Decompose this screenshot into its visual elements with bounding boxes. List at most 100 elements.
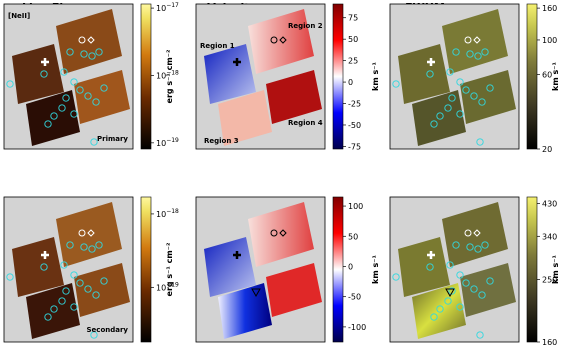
panel-label: Region 4: [288, 119, 323, 127]
map-tile: [460, 263, 516, 317]
source-marker: [444, 297, 452, 305]
source-marker: [70, 110, 78, 118]
colorbar: [526, 196, 538, 343]
cross-marker: [233, 58, 241, 66]
triangle-marker: [445, 288, 455, 298]
source-marker: [70, 303, 78, 311]
colorbar-label: km s⁻¹: [371, 255, 380, 284]
tick-exponent: −19: [166, 281, 179, 288]
circle-marker: [270, 229, 278, 237]
source-marker: [50, 305, 58, 313]
panel: Region 1 Region 2 Region 3 Region 4: [195, 3, 326, 150]
map-tile: [12, 237, 64, 297]
colorbar-label: km s⁻¹: [551, 255, 560, 284]
colorbar-tick-label: 100: [542, 36, 557, 45]
source-marker: [66, 241, 74, 249]
source-marker: [476, 138, 484, 146]
source-marker: [446, 68, 454, 76]
source-marker: [436, 305, 444, 313]
source-marker: [76, 279, 84, 287]
source-marker: [478, 291, 486, 299]
source-marker: [40, 70, 48, 78]
colorbar-tick-label: 10−18: [156, 208, 179, 219]
map-tile: [12, 44, 64, 104]
colorbar-tick-label: -50: [348, 293, 361, 302]
source-marker: [470, 285, 478, 293]
circle-marker: [78, 36, 86, 44]
source-marker: [44, 313, 52, 321]
panel-label: Region 3: [204, 137, 239, 145]
source-marker: [58, 297, 66, 305]
panel-label: Secondary: [87, 326, 129, 334]
colorbar-tick-label: 50: [348, 35, 358, 44]
source-marker: [474, 245, 482, 253]
panel: [389, 196, 520, 343]
colorbar-label: erg s⁻¹ cm⁻²: [165, 49, 174, 103]
source-marker: [60, 261, 68, 269]
tick-base: 10: [156, 71, 166, 80]
map-tile: [398, 44, 450, 104]
source-marker: [70, 271, 78, 279]
cross-marker: [427, 251, 435, 259]
colorbar-tick-label: -100: [348, 323, 366, 332]
panel-label: Primary: [97, 135, 128, 143]
colorbar-tick-label: 10−19: [156, 281, 179, 292]
colorbar-tick-label: 10−18: [156, 69, 179, 80]
tick-exponent: −17: [166, 2, 179, 9]
source-marker: [470, 92, 478, 100]
colorbar: [332, 3, 344, 150]
source-marker: [88, 245, 96, 253]
circle-marker: [464, 229, 472, 237]
source-marker: [462, 86, 470, 94]
source-marker: [84, 92, 92, 100]
source-marker: [452, 48, 460, 56]
source-marker: [90, 331, 98, 339]
colorbar-tick-label: 250: [542, 275, 557, 284]
source-marker: [100, 277, 108, 285]
source-marker: [430, 313, 438, 321]
colorbar-tick-label: 160: [542, 4, 557, 13]
source-marker: [481, 241, 489, 249]
map-tile: [204, 44, 256, 104]
colorbar: [332, 196, 344, 343]
map-tile: [218, 90, 272, 146]
source-marker: [76, 86, 84, 94]
source-marker: [444, 104, 452, 112]
source-marker: [88, 52, 96, 60]
diamond-marker: [87, 229, 95, 237]
map-tile: [204, 237, 256, 297]
tick-base: 10: [156, 4, 166, 13]
map-tile: [412, 90, 466, 146]
source-marker: [426, 263, 434, 271]
source-marker: [44, 120, 52, 128]
tick-exponent: −19: [166, 137, 179, 144]
source-marker: [456, 78, 464, 86]
diamond-marker: [87, 36, 95, 44]
diamond-marker: [279, 229, 287, 237]
colorbar-tick-label: 10−17: [156, 2, 179, 13]
source-marker: [92, 98, 100, 106]
cross-marker: [427, 58, 435, 66]
source-marker: [50, 112, 58, 120]
map-tile: [74, 70, 130, 124]
panel: [NeII] Primary: [3, 3, 134, 150]
map-tile: [266, 263, 322, 317]
panel-label: [NeII]: [8, 12, 30, 20]
colorbar-tick-label: -75: [348, 142, 361, 151]
colorbar-tick-label: 100: [348, 202, 363, 211]
colorbar-tick-label: 430: [542, 199, 557, 208]
source-marker: [392, 273, 400, 281]
source-marker: [478, 98, 486, 106]
colorbar-label: erg s⁻¹ cm⁻²: [165, 242, 174, 296]
colorbar-tick-label: 0: [348, 78, 353, 87]
colorbar: [526, 3, 538, 150]
source-marker: [90, 138, 98, 146]
source-marker: [462, 279, 470, 287]
source-marker: [456, 110, 464, 118]
colorbar-tick-label: 0: [348, 262, 353, 271]
source-marker: [40, 263, 48, 271]
tick-base: 10: [156, 210, 166, 219]
source-marker: [100, 84, 108, 92]
colorbar-tick-label: 50: [348, 232, 358, 241]
